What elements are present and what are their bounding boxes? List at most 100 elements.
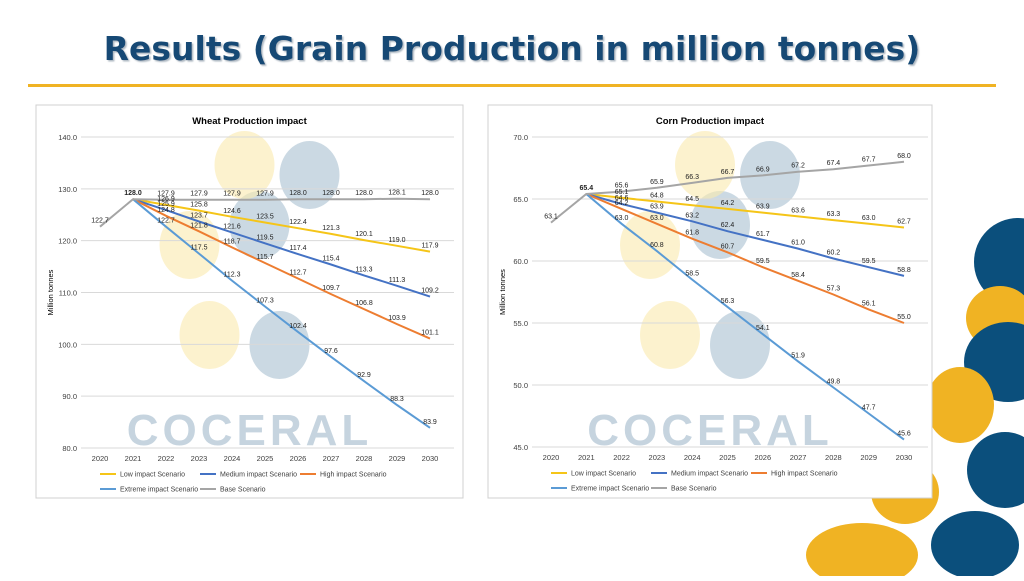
decoration	[806, 218, 1024, 581]
data-label: 63.3	[827, 211, 841, 218]
x-tick-label: 2023	[191, 454, 208, 463]
data-label: 127.9	[157, 191, 175, 198]
data-label: 62.7	[897, 219, 911, 226]
watermark-leaf	[249, 311, 310, 379]
data-label: 123.5	[256, 214, 274, 221]
data-label: 65.9	[650, 179, 664, 186]
legend-label: High impact Scenario	[320, 472, 387, 479]
watermark-leaf	[214, 131, 275, 199]
data-label: 65.1	[615, 189, 629, 196]
data-label: 127.9	[256, 191, 274, 198]
legend-label: Base Scenario	[671, 486, 717, 493]
data-label: 111.3	[389, 277, 406, 284]
x-tick-label: 2023	[649, 453, 666, 462]
data-label: 124.8	[157, 207, 175, 214]
data-label: 58.4	[791, 272, 805, 279]
legend-label: Medium impact Scenario	[220, 472, 297, 479]
data-label: 128.0	[421, 190, 439, 197]
data-label: 63.0	[650, 215, 664, 222]
data-label: 101.1	[421, 330, 439, 337]
y-tick-label: 65.0	[513, 195, 528, 204]
legend-label: Medium impact Scenario	[671, 471, 748, 478]
legend-label: Extreme impact Scenario	[571, 486, 649, 493]
data-label: 112.7	[290, 270, 307, 277]
decor-circle	[806, 523, 918, 581]
data-label: 64.6	[615, 195, 629, 202]
x-tick-label: 2026	[754, 453, 771, 462]
x-tick-label: 2028	[825, 453, 842, 462]
data-label: 92.9	[357, 372, 371, 379]
data-label: 128.0	[355, 190, 373, 197]
data-label: 63.1	[544, 214, 558, 221]
y-tick-label: 130.0	[58, 185, 77, 194]
series-line	[132, 198, 431, 340]
data-label: 67.7	[862, 157, 876, 164]
data-label: 63.2	[685, 212, 699, 219]
data-label: 83.9	[423, 419, 437, 426]
data-label: 128.0	[124, 190, 142, 197]
data-label: 63.0	[615, 215, 629, 222]
y-tick-label: 50.0	[513, 381, 528, 390]
x-tick-label: 2020	[543, 453, 560, 462]
watermark-leaf	[690, 191, 750, 259]
y-tick-label: 110.0	[59, 289, 77, 298]
watermark-leaf	[229, 191, 290, 259]
data-label: 123.7	[190, 212, 208, 219]
y-tick-label: 90.0	[62, 392, 77, 401]
watermark-text: COCERAL	[127, 406, 373, 455]
data-label: 68.0	[897, 153, 911, 160]
data-label: 115.4	[323, 256, 340, 263]
data-label: 62.4	[721, 222, 735, 229]
data-label: 58.8	[897, 267, 911, 274]
decor-circle	[967, 432, 1024, 508]
data-label: 56.3	[721, 298, 735, 305]
x-tick-label: 2027	[323, 454, 340, 463]
legend-label: Extreme impact Scenario	[120, 487, 198, 494]
data-label: 66.9	[756, 166, 770, 173]
data-label: 109.2	[421, 288, 439, 295]
data-label: 121.6	[223, 223, 241, 230]
data-label: 117.5	[191, 245, 208, 252]
x-tick-label: 2029	[389, 454, 406, 463]
data-label: 59.5	[756, 258, 770, 265]
data-label: 66.7	[721, 169, 735, 176]
watermark-text: COCERAL	[587, 406, 833, 455]
data-label: 57.3	[827, 285, 841, 292]
data-label: 60.2	[827, 250, 841, 257]
legend-label: High impact Scenario	[771, 471, 838, 478]
data-label: 67.4	[827, 160, 841, 167]
slide-title: Results (Grain Production in million ton…	[104, 29, 921, 68]
data-label: 66.3	[685, 174, 699, 181]
title-underline	[28, 84, 996, 87]
series-line	[550, 160, 905, 224]
legend-label: Base Scenario	[220, 487, 266, 494]
data-label: 117.9	[422, 243, 439, 250]
watermark-leaf	[710, 311, 770, 379]
y-axis-label: Million tonnes	[46, 269, 55, 315]
chart-frame	[35, 104, 464, 499]
x-tick-label: 2022	[613, 453, 630, 462]
data-label: 119.5	[257, 234, 274, 241]
data-label: 126.9	[157, 196, 175, 203]
data-label: 106.8	[355, 300, 373, 307]
watermark-leaf	[640, 301, 700, 369]
x-tick-label: 2025	[257, 454, 274, 463]
x-tick-label: 2030	[896, 453, 913, 462]
data-label: 122.7	[157, 218, 175, 225]
data-label: 103.9	[388, 315, 406, 322]
data-label: 128.1	[388, 190, 406, 197]
data-label: 127.9	[223, 191, 241, 198]
data-label: 88.3	[390, 396, 404, 403]
y-tick-label: 80.0	[62, 444, 77, 453]
data-label: 64.5	[685, 196, 699, 203]
x-tick-label: 2030	[422, 454, 439, 463]
data-label: 118.7	[224, 238, 241, 245]
watermark-leaf	[179, 301, 240, 369]
y-tick-label: 60.0	[513, 257, 528, 266]
decor-circle	[926, 367, 994, 443]
series-line	[585, 193, 905, 441]
data-label: 124.6	[223, 208, 241, 215]
chart: COCERAL 80.0 90.0 100.0 110.0 120.0 130.0 140.0…	[35, 104, 464, 499]
